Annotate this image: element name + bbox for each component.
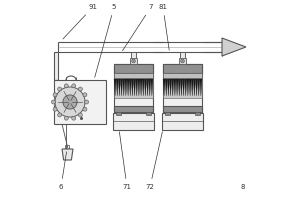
Polygon shape: [176, 79, 178, 96]
Polygon shape: [140, 79, 142, 96]
Circle shape: [53, 107, 57, 111]
Polygon shape: [174, 79, 176, 96]
Bar: [163, 64, 202, 112]
Bar: [130, 58, 137, 64]
Circle shape: [181, 59, 184, 63]
Polygon shape: [185, 79, 187, 96]
Circle shape: [83, 93, 87, 97]
Bar: [114, 78, 153, 98]
Bar: [114, 73, 153, 78]
Bar: [113, 113, 154, 130]
Circle shape: [83, 107, 87, 111]
Bar: [163, 73, 202, 78]
Polygon shape: [142, 79, 144, 96]
Polygon shape: [123, 79, 125, 96]
Polygon shape: [118, 79, 121, 96]
Polygon shape: [144, 79, 146, 96]
Polygon shape: [169, 79, 172, 96]
Circle shape: [51, 100, 56, 104]
Circle shape: [78, 113, 82, 117]
Polygon shape: [180, 79, 182, 96]
Polygon shape: [187, 79, 189, 96]
Polygon shape: [114, 79, 116, 96]
Polygon shape: [127, 79, 129, 96]
Bar: [195, 112, 200, 115]
Circle shape: [58, 113, 62, 117]
Polygon shape: [189, 79, 191, 96]
Polygon shape: [138, 79, 140, 96]
Polygon shape: [200, 79, 202, 96]
Bar: [54, 80, 106, 124]
Polygon shape: [146, 79, 149, 96]
Bar: [114, 64, 153, 73]
Circle shape: [64, 116, 68, 120]
Polygon shape: [193, 79, 196, 96]
Circle shape: [64, 84, 68, 88]
Text: 71: 71: [119, 132, 131, 190]
Text: 91: 91: [63, 4, 98, 39]
Polygon shape: [62, 149, 73, 160]
Polygon shape: [163, 79, 165, 96]
Circle shape: [72, 116, 76, 120]
Text: 81: 81: [158, 4, 169, 50]
Polygon shape: [149, 79, 151, 96]
Bar: [114, 64, 153, 112]
Polygon shape: [222, 38, 246, 56]
Polygon shape: [151, 79, 153, 96]
Polygon shape: [136, 79, 138, 96]
Bar: [116, 112, 121, 115]
Polygon shape: [125, 79, 127, 96]
Bar: [163, 64, 202, 73]
Polygon shape: [196, 79, 198, 96]
Polygon shape: [129, 79, 131, 96]
Circle shape: [85, 100, 88, 104]
Polygon shape: [198, 79, 200, 96]
Polygon shape: [134, 79, 136, 96]
Text: 5: 5: [95, 4, 116, 77]
Bar: [165, 112, 170, 115]
Polygon shape: [172, 79, 174, 96]
Circle shape: [72, 84, 76, 88]
Polygon shape: [191, 79, 193, 96]
Bar: [163, 106, 202, 112]
Polygon shape: [116, 79, 118, 96]
Polygon shape: [178, 79, 180, 96]
Bar: [146, 112, 151, 115]
Polygon shape: [63, 95, 77, 109]
Polygon shape: [167, 79, 169, 96]
Text: 8: 8: [241, 184, 245, 190]
Bar: [163, 78, 202, 98]
Circle shape: [53, 93, 57, 97]
Bar: [131, 52, 136, 64]
Text: 72: 72: [146, 132, 162, 190]
Bar: [54, 52, 58, 80]
Polygon shape: [55, 87, 85, 117]
Bar: [179, 58, 186, 64]
Circle shape: [78, 87, 82, 91]
Circle shape: [132, 59, 135, 63]
Polygon shape: [131, 79, 134, 96]
Bar: [162, 113, 203, 130]
Polygon shape: [165, 79, 167, 96]
Bar: [114, 106, 153, 112]
Polygon shape: [121, 79, 123, 96]
Bar: [180, 52, 185, 64]
Circle shape: [58, 87, 62, 91]
Text: 6: 6: [59, 152, 67, 190]
Text: 7: 7: [122, 4, 153, 51]
Polygon shape: [182, 79, 185, 96]
